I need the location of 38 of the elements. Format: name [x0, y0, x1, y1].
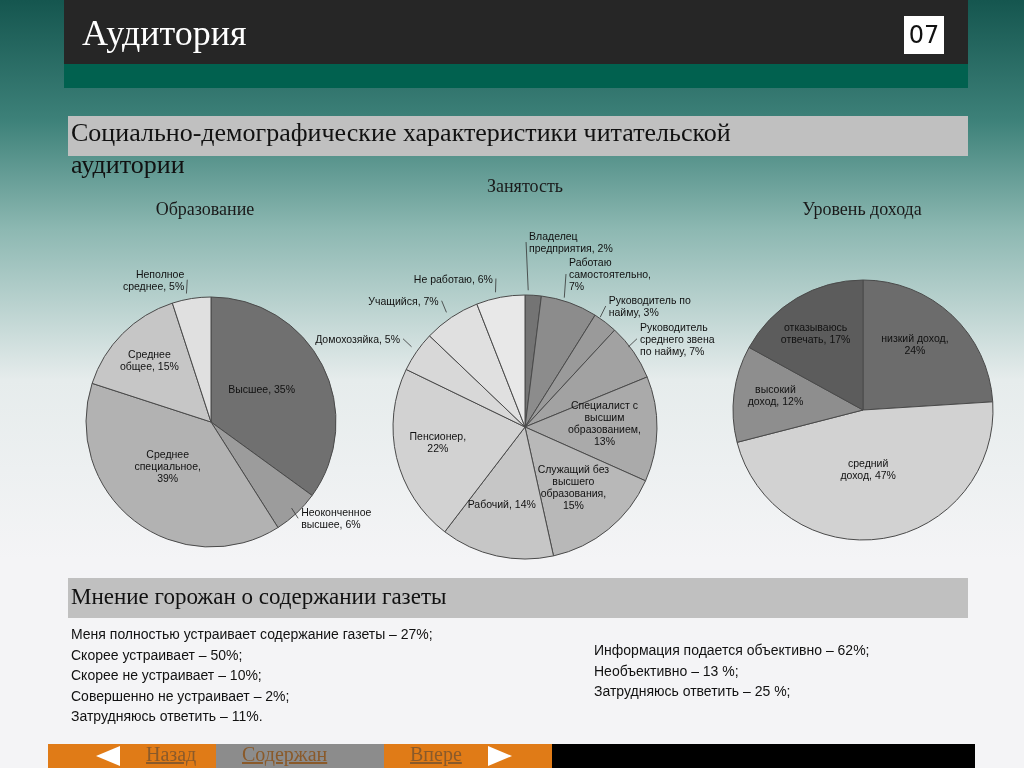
text: Скорее устраивает – 50%;: [71, 645, 244, 665]
slice-label: Работаю самостоятельно, 7%: [568, 256, 651, 293]
slice-label: Руководитель среднего звена по найму, 7%: [639, 320, 715, 357]
text: Совершенно не устраивает – 2%;: [71, 686, 291, 706]
chart-title: Уровень дохода: [801, 199, 923, 220]
slice-label: средний доход, 47%: [840, 457, 896, 482]
slice-label: высокий доход, 12%: [747, 382, 804, 407]
text: Меня полностью устраивает содержание газеты – 27%;: [71, 625, 433, 644]
text: Мнение горожан о содержании газеты: [68, 578, 968, 618]
text: Впере: [410, 742, 462, 766]
slice-label: Специалист с высшим образованием, 13%: [568, 399, 641, 448]
text: Затрудняюсь ответить – 25 %;: [594, 682, 792, 701]
slice-label: низкий доход, 24%: [881, 332, 949, 357]
slice-label: Не работаю, 6%: [413, 272, 493, 285]
text: Затрудняюсь ответить – 11%.: [71, 707, 264, 726]
text: Аудитория: [82, 12, 247, 54]
chart-title: Образование: [154, 199, 256, 220]
text: Скорее не устраивает – 10%;: [71, 666, 263, 685]
slice-label: Учащийся, 7%: [368, 294, 439, 307]
slice-label: Владелец предприятия, 2%: [529, 230, 613, 255]
slice-label: Среднее специальное, 39%: [134, 448, 201, 485]
slice-label: Среднее общее, 15%: [119, 348, 179, 373]
slice-label: Домохозяйка, 5%: [315, 332, 401, 345]
text: Необъективно – 13 %;: [594, 661, 740, 681]
slice-label: Высшее, 35%: [228, 382, 296, 395]
slice-label: Руководитель по найму, 3%: [608, 294, 691, 319]
text: Социально-демографические характеристики читательской аудитории: [71, 118, 731, 179]
slice-label: Рабочий, 14%: [467, 498, 536, 511]
slice-label: Пенсионер, 22%: [409, 429, 467, 454]
slice-label: Служащий без высшего образования, 15%: [537, 463, 610, 512]
slice-label: Неоконченное высшее, 6%: [301, 506, 372, 531]
text: Содержан: [242, 742, 328, 766]
text: Информация подается объективно – 62%;: [594, 641, 870, 660]
slice-label: отказываюсь отвечать, 17%: [780, 321, 851, 346]
slice-label: Неполное среднее, 5%: [122, 267, 185, 292]
text: Назад: [146, 742, 197, 766]
text: 07: [904, 16, 944, 54]
chart-title: Занятость: [485, 176, 565, 197]
